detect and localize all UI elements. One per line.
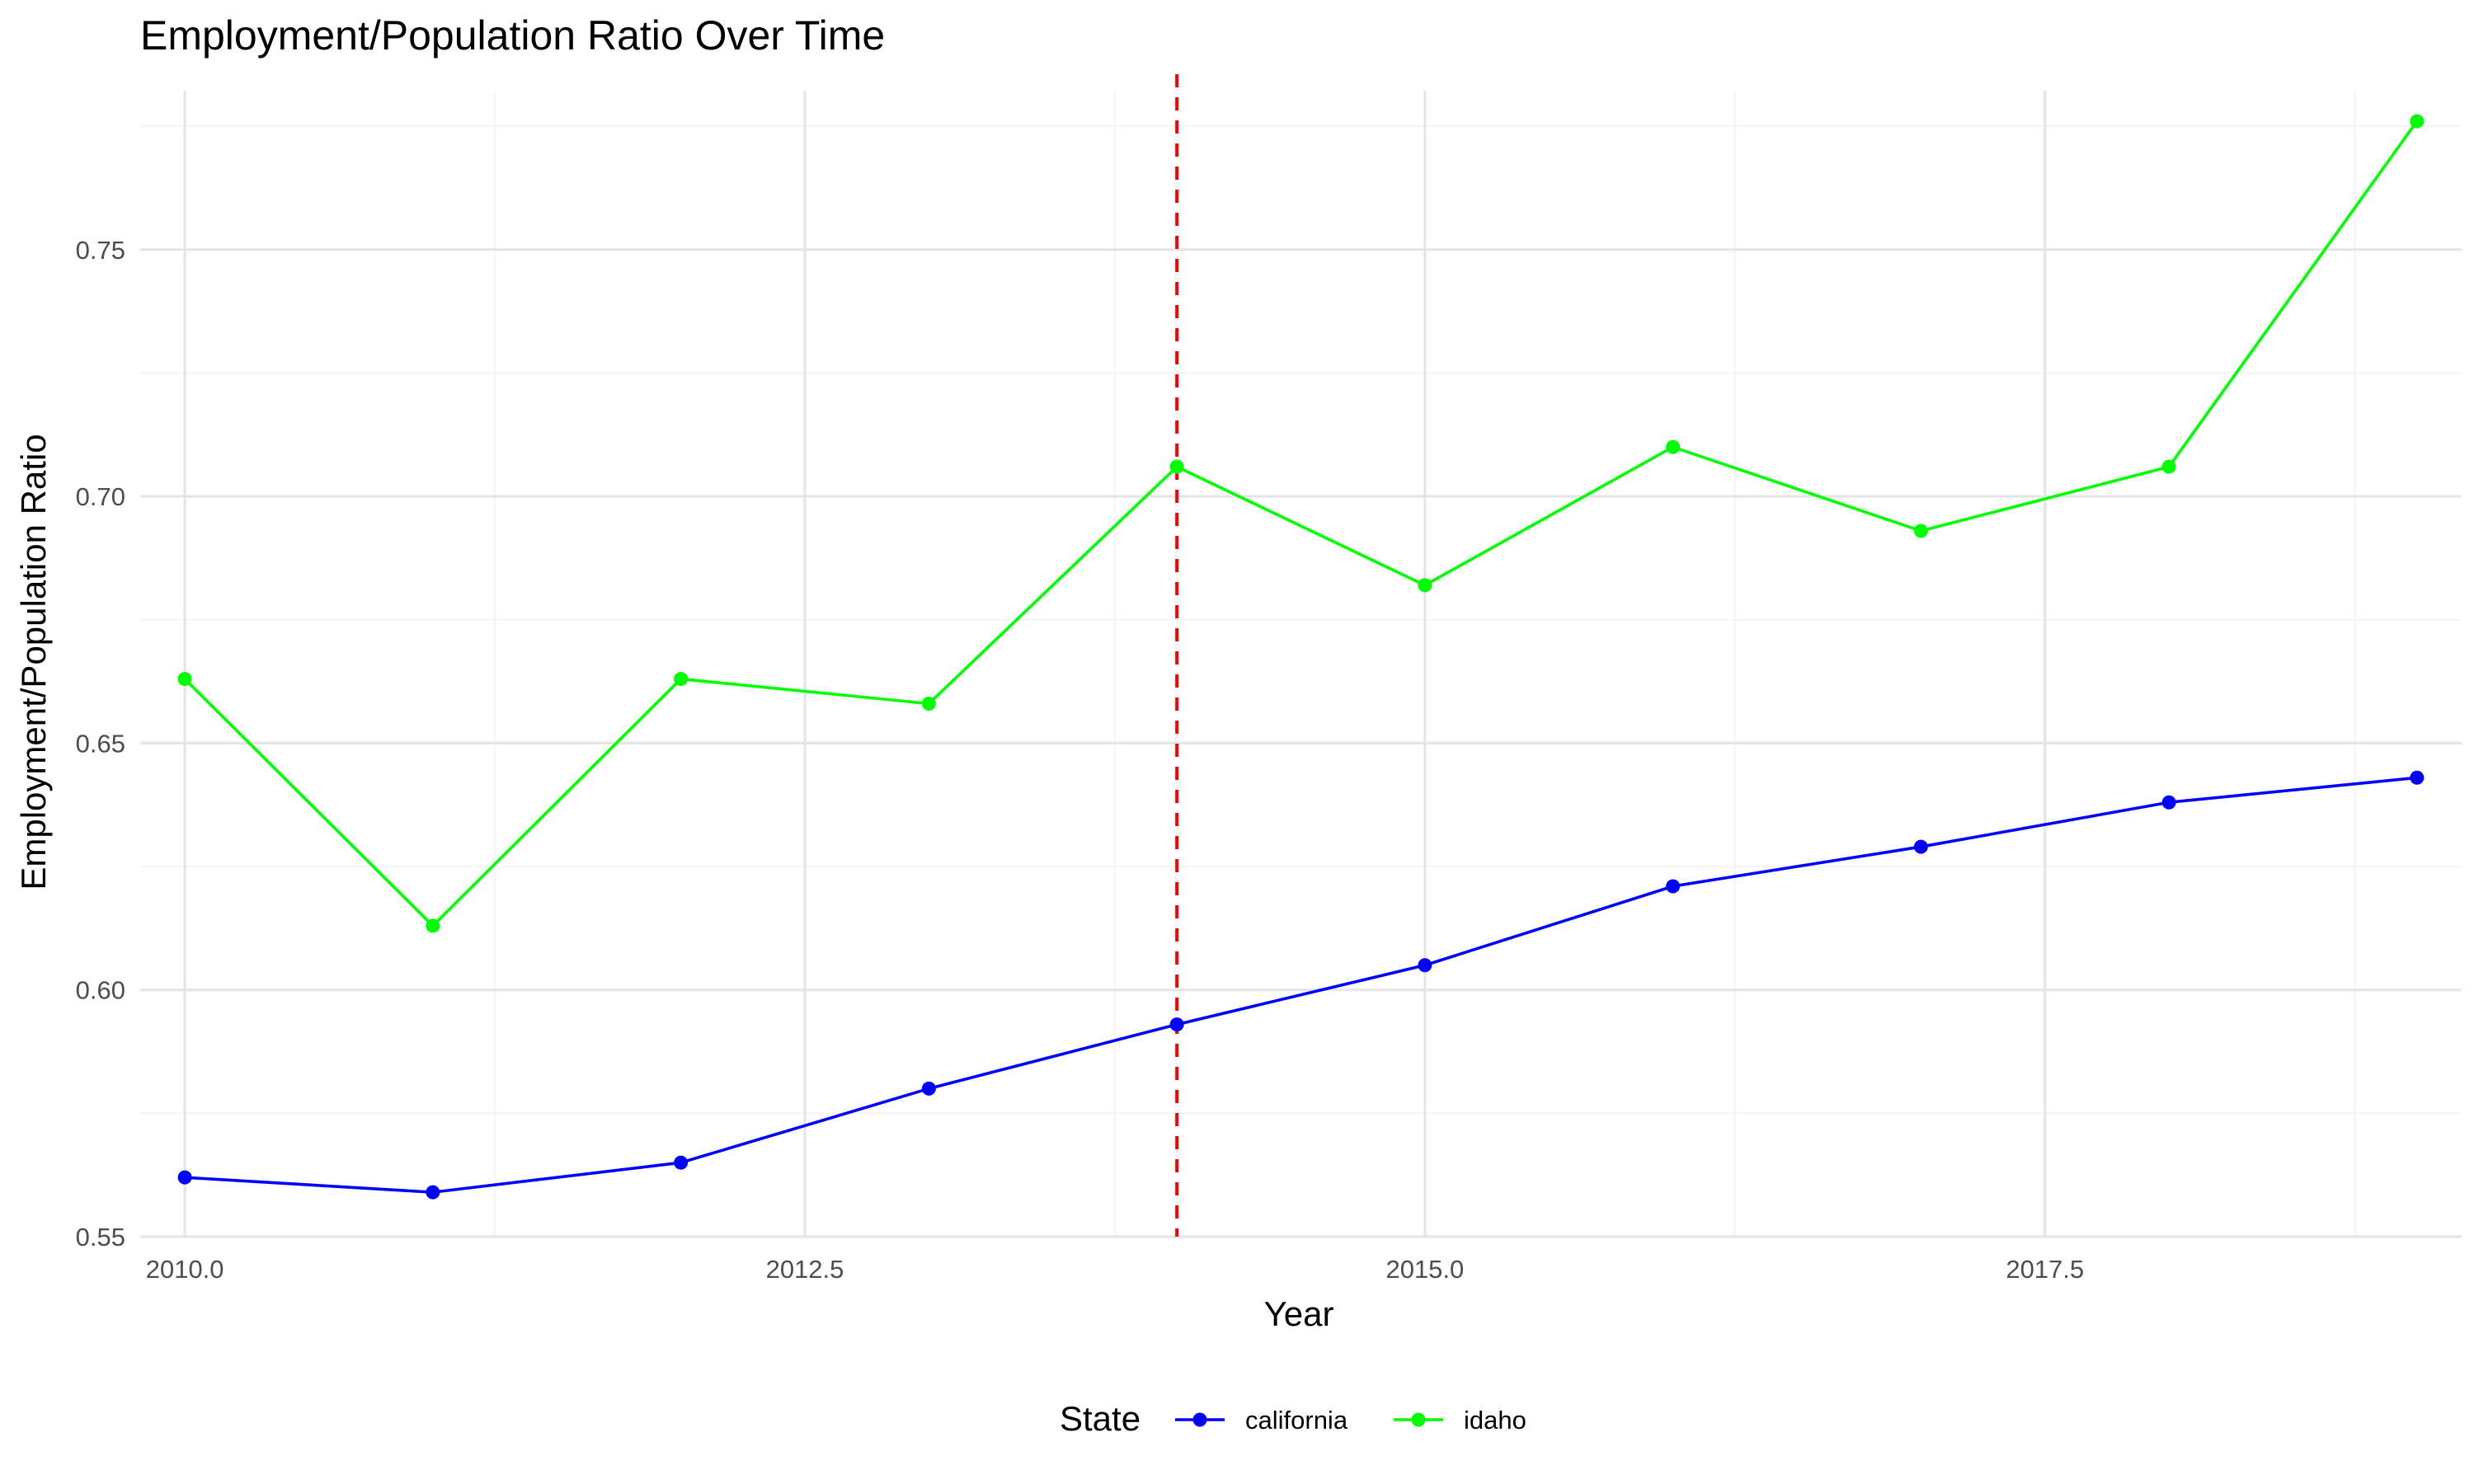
y-tick-label: 0.60 (76, 976, 125, 1005)
data-point-idaho (1418, 578, 1432, 593)
x-axis-title: Year (1264, 1294, 1334, 1333)
y-tick-label: 0.65 (76, 729, 125, 758)
legend-key-point-california (1192, 1412, 1207, 1427)
legend-label-california: california (1245, 1406, 1348, 1435)
y-axis-ticks: 0.55 0.60 0.65 0.70 0.75 (76, 236, 125, 1252)
grid-minor (140, 91, 2462, 1237)
y-tick-label: 0.70 (76, 482, 125, 511)
series-layer (183, 120, 2419, 1194)
legend: State california idaho (1060, 1399, 1526, 1438)
data-point-idaho (921, 696, 936, 711)
y-axis-title: Employment/Population Ratio (14, 434, 53, 890)
data-point-idaho (1169, 459, 1184, 474)
data-point-idaho (1913, 524, 1928, 538)
points-layer (177, 114, 2425, 1200)
data-point-california (2161, 795, 2176, 810)
data-point-idaho (2410, 114, 2425, 129)
x-tick-label: 2012.5 (766, 1255, 844, 1284)
x-tick-label: 2010.0 (146, 1255, 224, 1284)
grid-major (140, 91, 2462, 1238)
data-point-idaho (2161, 459, 2176, 474)
data-point-california (674, 1155, 689, 1170)
legend-title: State (1060, 1399, 1141, 1438)
data-point-california (921, 1081, 936, 1096)
x-tick-label: 2017.5 (2006, 1255, 2084, 1284)
data-point-idaho (674, 672, 689, 687)
series-line-idaho (183, 120, 2419, 928)
data-point-california (1666, 879, 1681, 894)
legend-items: california idaho (1175, 1406, 1526, 1435)
data-point-california (1169, 1017, 1184, 1032)
x-tick-label: 2015.0 (1385, 1255, 1464, 1284)
y-tick-label: 0.55 (76, 1223, 125, 1252)
chart-title: Employment/Population Ratio Over Time (140, 12, 885, 59)
data-point-california (1418, 958, 1432, 973)
y-tick-label: 0.75 (76, 236, 125, 265)
data-point-idaho (177, 672, 192, 687)
legend-key-point-idaho (1411, 1412, 1426, 1427)
data-point-idaho (426, 918, 440, 933)
data-point-idaho (1666, 439, 1681, 454)
legend-label-idaho: idaho (1464, 1406, 1526, 1435)
data-point-california (1913, 839, 1928, 854)
series-line-california (185, 776, 2418, 1194)
data-point-california (426, 1185, 440, 1200)
data-point-california (177, 1170, 192, 1185)
x-axis-ticks: 2010.0 2012.5 2015.0 2017.5 (146, 1255, 2084, 1284)
data-point-california (2410, 770, 2425, 785)
